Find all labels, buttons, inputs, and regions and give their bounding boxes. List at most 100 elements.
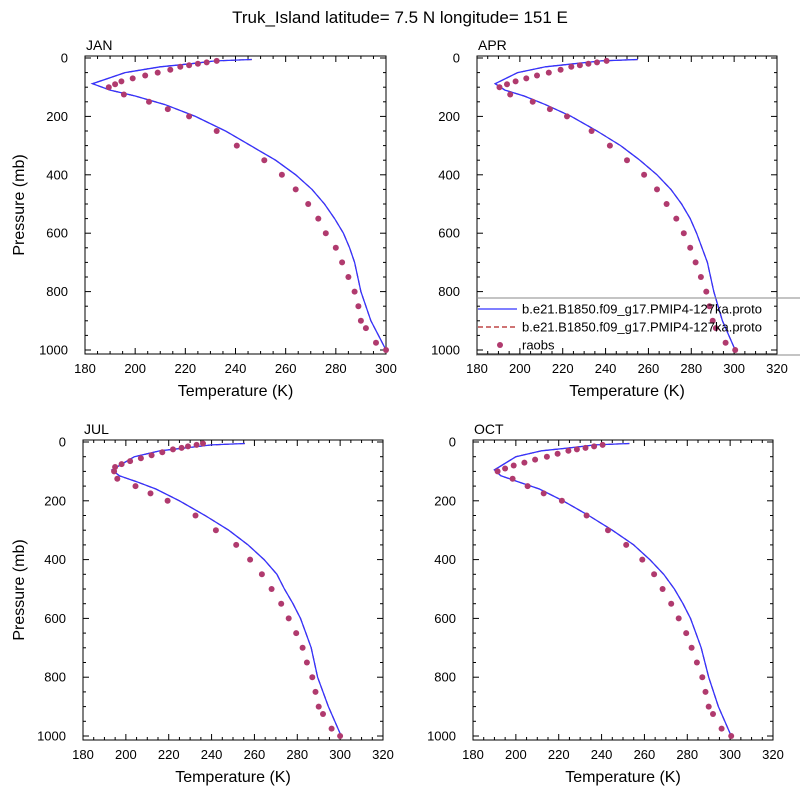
legend-marker-raobs (497, 342, 503, 348)
raobs-point (565, 447, 572, 454)
raobs-point (111, 468, 118, 475)
raobs-point (703, 288, 710, 295)
raobs-point (233, 541, 240, 548)
raobs-point (105, 84, 112, 91)
raobs-point (699, 674, 706, 681)
y-tick-label: 400 (44, 552, 66, 567)
x-tick-label: 220 (548, 747, 570, 762)
raobs-point (603, 57, 610, 64)
y-tick-label: 0 (453, 51, 460, 66)
raobs-point (599, 441, 606, 448)
y-tick-label: 0 (59, 435, 66, 450)
raobs-point (688, 644, 695, 651)
legend-label: raobs (522, 338, 555, 353)
raobs-point (167, 66, 174, 73)
model-series-solid (90, 58, 387, 351)
raobs-point (591, 443, 598, 450)
raobs-point (261, 157, 268, 164)
raobs-point (129, 75, 136, 82)
y-tick-label: 800 (44, 670, 66, 685)
raobs-point (120, 91, 127, 98)
raobs-point (663, 201, 670, 207)
x-tick-label: 260 (638, 361, 660, 376)
raobs-point (213, 57, 220, 64)
raobs-point (668, 600, 675, 607)
model-series-solid (110, 442, 342, 737)
raobs-point (732, 347, 739, 353)
x-tick-label: 320 (766, 361, 788, 376)
x-tick-label: 280 (680, 361, 702, 376)
raobs-point (710, 711, 716, 717)
raobs-point (524, 483, 531, 490)
raobs-point (200, 440, 206, 447)
raobs-point (328, 725, 335, 732)
raobs-point (312, 688, 319, 695)
raobs-point (303, 659, 310, 666)
raobs-point (523, 75, 530, 82)
raobs-point (177, 63, 184, 70)
raobs-point (546, 106, 553, 113)
raobs-point (146, 98, 152, 105)
raobs-point (154, 69, 161, 76)
raobs-point (582, 444, 589, 451)
raobs-point (299, 644, 306, 651)
raobs-point (114, 475, 121, 482)
y-tick-label: 0 (61, 51, 68, 66)
model-series-solid (493, 58, 736, 351)
raobs-point (320, 711, 326, 717)
raobs-point (706, 303, 713, 310)
raobs-point (576, 62, 583, 69)
raobs-point (148, 452, 155, 459)
raobs-point (194, 60, 201, 67)
raobs-point (573, 446, 580, 453)
raobs-point (558, 497, 565, 504)
y-tick-label: 1000 (39, 343, 68, 358)
raobs-point (339, 259, 346, 266)
raobs-point (705, 703, 712, 710)
raobs-point (293, 630, 300, 637)
raobs-point (278, 600, 285, 607)
y-tick-label: 200 (46, 109, 68, 124)
y-tick-label: 600 (44, 611, 66, 626)
raobs-point (373, 339, 379, 346)
x-tick-label: 300 (329, 747, 351, 762)
raobs-point (305, 201, 312, 207)
raobs-point (268, 586, 275, 592)
legend-label: b.e21.B1850.f09_g17.PMIP4-127ka.proto (522, 302, 762, 317)
raobs-point (651, 571, 658, 578)
x-tick-label: 220 (158, 747, 180, 762)
raobs-point (315, 215, 322, 222)
raobs-point (137, 455, 144, 462)
y-tick-label: 800 (46, 284, 68, 299)
x-tick-label: 180 (466, 361, 488, 376)
raobs-point (693, 659, 700, 666)
raobs-point (709, 317, 716, 324)
figure-title: Truk_Island latitude= 7.5 N longitude= 1… (232, 8, 568, 27)
raobs-point (186, 113, 193, 120)
raobs-point (362, 325, 369, 332)
raobs-point (203, 59, 210, 66)
raobs-point (351, 288, 358, 295)
y-tick-label: 200 (44, 493, 66, 508)
raobs-point (292, 186, 299, 193)
raobs-point (639, 556, 646, 563)
raobs-point (233, 142, 240, 149)
x-tick-label: 260 (275, 361, 297, 376)
raobs-point (697, 274, 704, 280)
raobs-point (606, 142, 613, 149)
x-tick-label: 220 (174, 361, 196, 376)
x-tick-label: 200 (115, 747, 137, 762)
raobs-point (512, 78, 519, 85)
raobs-point (170, 446, 176, 453)
raobs-point (213, 128, 220, 134)
raobs-point (357, 317, 364, 324)
x-tick-label: 280 (676, 747, 698, 762)
panel-oct: OCT 180 200 220 240 260 280 300 320 0 200 400 600 800… (427, 421, 784, 786)
y-tick-label: 600 (434, 611, 456, 626)
x-tick-label: 240 (225, 361, 247, 376)
raobs-point (641, 171, 648, 178)
x-tick-label: 220 (552, 361, 574, 376)
x-axis-label: Temperature (K) (569, 383, 685, 400)
raobs-point (192, 512, 199, 519)
raobs-point (504, 81, 510, 88)
